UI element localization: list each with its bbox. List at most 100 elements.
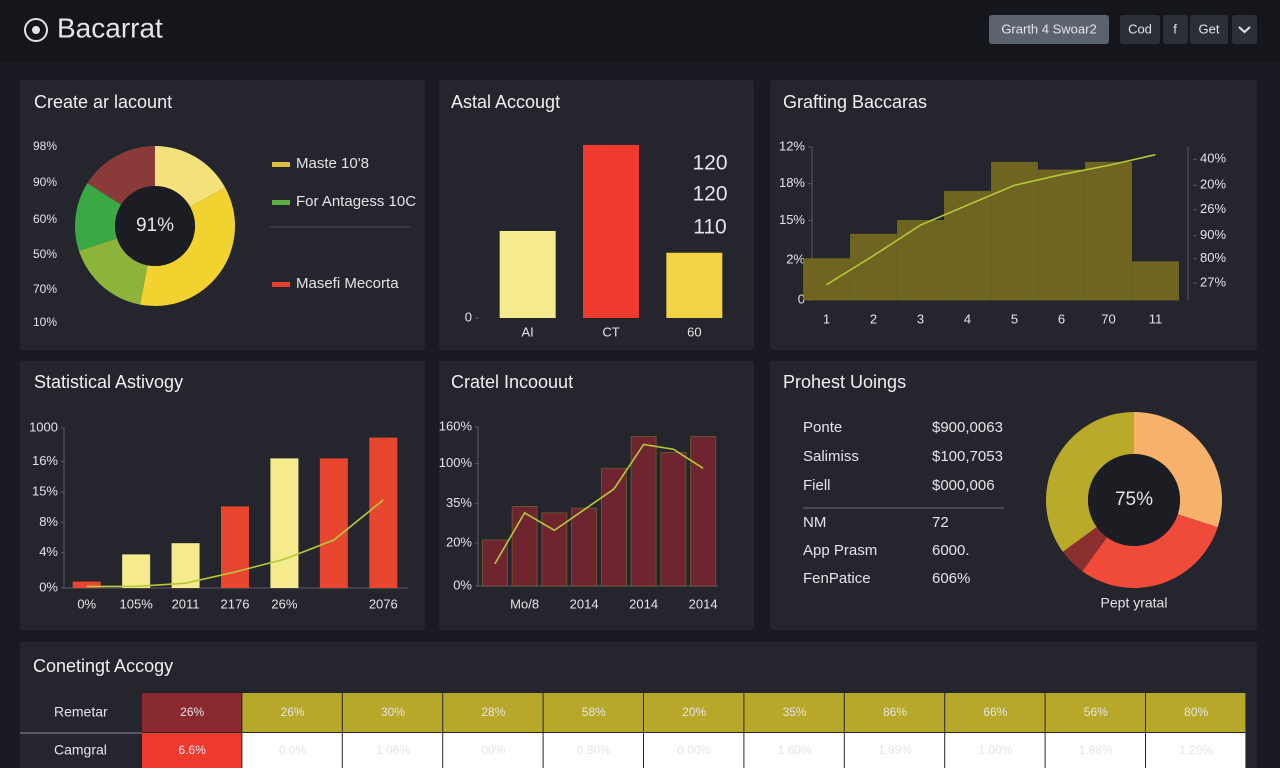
dropdown-button[interactable] [1232,15,1257,44]
x-tick-label: 26% [271,596,297,611]
x-tick-label: 105% [120,596,154,611]
detail-value: $100,7053 [932,448,1003,465]
x-tick-label: AI [522,324,534,339]
side-label: 90% [33,175,57,189]
button-label[interactable]: f [1173,21,1177,36]
table-cell [844,693,945,732]
detail-value: $900,0063 [932,419,1003,436]
y-tick-label: 80% [1200,250,1226,265]
button[interactable] [1190,15,1228,44]
donut-caption: Pept yratal [1101,595,1168,611]
x-tick-label: 3 [917,311,924,326]
legend-label: For Antagess 10C [296,193,416,210]
y-tick-label: 4% [39,544,58,559]
bar [803,258,850,301]
y-tick-label: 35% [446,495,472,510]
y-tick-label: 100% [439,455,473,470]
y-tick-label: 27% [1200,275,1226,290]
bar [499,230,556,318]
bar [583,144,639,318]
y-tick-label: 20% [1200,177,1226,192]
detail-label: NM [803,514,826,531]
side-label: 10% [33,315,57,329]
x-tick-label: 2014 [629,596,658,611]
cell-value: 1.88% [1079,743,1113,757]
y-tick-label: 18% [779,175,805,190]
x-tick-label: Mo/8 [510,596,539,611]
x-tick-label: 1 [823,311,830,326]
panel [20,361,425,630]
bar [991,161,1038,301]
bar [72,581,101,588]
y-tick-label: 12% [779,138,805,153]
x-tick-label: 2014 [689,596,718,611]
cell-value: 66% [983,705,1007,719]
donut-center-label: 75% [1115,489,1153,510]
bar [1085,161,1132,301]
donut-slice [78,238,148,305]
x-tick-label: 6 [1058,311,1065,326]
x-tick-label: 5 [1011,311,1018,326]
bar [369,437,398,588]
bar [571,507,598,587]
side-label: 60% [33,212,57,226]
x-tick-label: 4 [964,311,971,326]
button-label[interactable]: Cod [1128,21,1152,36]
donut-slice [1082,514,1218,588]
donut-slice [1134,412,1222,528]
button-label[interactable]: Get [1199,21,1220,36]
table-cell [1045,733,1145,768]
header-buttons: Grarth 4 Swoar2 Cod f Get [989,15,1257,44]
button[interactable] [1163,15,1188,44]
annotation: 120 [692,152,727,175]
table-cell [844,733,945,768]
detail-value: 606% [932,570,970,587]
cell-value: 1.06% [376,743,410,757]
row-label: Remetar [54,704,108,720]
bar [630,436,657,587]
detail-value: 6000. [932,542,970,559]
table-cell [142,693,242,732]
table-cell [543,693,643,732]
cell-value: 0.0% [279,743,307,757]
y-tick-label: 90% [1200,227,1226,242]
table-cell [744,693,844,732]
detail-label: Salimiss [803,448,859,465]
table-cell [142,733,242,768]
y-tick-label: 160% [439,418,473,433]
bar [850,233,897,301]
cell-value: 56% [1084,705,1108,719]
legend-swatch [272,162,290,167]
button-label[interactable]: Grarth 4 Swoar2 [1001,21,1096,36]
chevron-icon [1238,26,1251,34]
x-tick-label: 60 [687,324,701,339]
detail-value: $000,006 [932,477,995,494]
donut-slice [155,146,226,207]
bar [600,467,627,587]
x-tick-label: 2176 [221,596,250,611]
cell-value: 26% [180,705,204,719]
table-cell [644,693,744,732]
row-label: Camgral [54,742,107,758]
detail-label: FenPatice [803,570,871,587]
y-tick-label: 15% [779,212,805,227]
table-cell [945,733,1045,768]
bar [690,436,717,587]
button[interactable] [1120,15,1160,44]
table-cell [342,693,443,732]
y-tick-label: 40% [1200,151,1226,166]
table-cell [443,693,543,732]
cell-value: 0.00% [677,743,711,757]
button[interactable] [989,15,1109,44]
y-tick-label: 16% [32,453,58,468]
table-cell [242,733,342,768]
donut-hole [1088,454,1180,546]
bar [944,190,991,301]
x-tick-label: 2014 [570,596,599,611]
donut-slice [1046,412,1134,552]
donut-slice [1062,527,1107,572]
table-cell [242,693,342,732]
annotation: 120 [692,183,727,206]
